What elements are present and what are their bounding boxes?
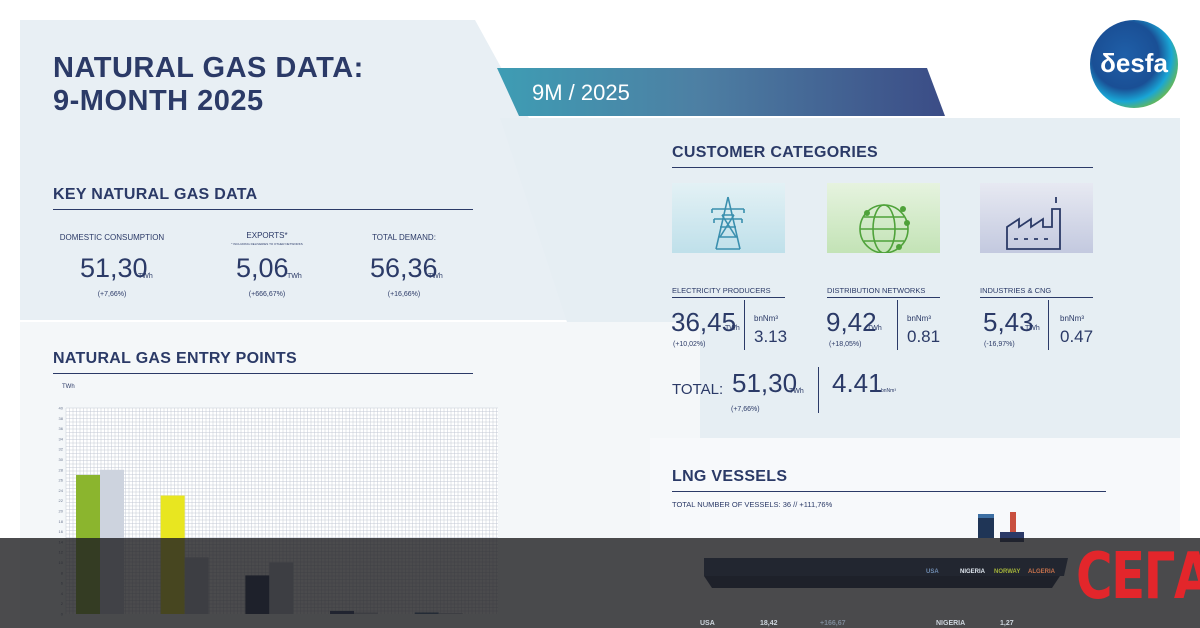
period-label: 9M / 2025: [532, 80, 630, 105]
kpi-value: 51,30: [80, 253, 148, 283]
y-tick-label: 28: [59, 467, 64, 472]
electricity-tile: [672, 183, 785, 253]
total-divider: [818, 367, 819, 413]
category-twh: 5,43: [983, 307, 1034, 337]
total-bcm: 4.41: [832, 368, 883, 398]
key-data-rule: [53, 209, 473, 210]
industries-tile: [980, 183, 1093, 253]
total-label: TOTAL:: [672, 381, 724, 398]
category-bcm-unit: bnNm³: [754, 314, 779, 323]
y-tick-label: 16: [59, 529, 64, 534]
category-rule: [827, 297, 940, 298]
title-line-1: NATURAL GAS DATA:: [53, 52, 364, 84]
y-tick-label: 26: [59, 478, 64, 483]
key-data-title: KEY NATURAL GAS DATA: [53, 186, 258, 203]
kpi-label: EXPORTS*: [246, 231, 288, 240]
lng-legend-item: ALGERIA: [1028, 569, 1055, 575]
category-change: (+10,02%): [673, 341, 706, 348]
lng-row-country: USA: [700, 620, 715, 627]
kpi-change: (+666,67%): [248, 291, 286, 298]
power-tower-icon: [711, 196, 745, 250]
distribution-tile: [827, 183, 940, 254]
lng-row-country: NIGERIA: [936, 620, 966, 627]
customer-categories-title: CUSTOMER CATEGORIES: [672, 144, 879, 161]
y-tick-label: 40: [59, 406, 64, 411]
category-rule: [980, 297, 1093, 298]
y-tick-label: 30: [59, 457, 64, 462]
y-tick-label: 24: [59, 488, 64, 493]
lng-vessels-title: LNG VESSELS: [672, 468, 788, 485]
lng-legend-item: NORWAY: [994, 569, 1021, 575]
y-tick-label: 32: [59, 447, 64, 452]
category-bcm-unit: bnNm³: [907, 314, 932, 323]
kpi-footnote: * INCLUDING DELIVERIES TO OTHER NETWORKS: [231, 242, 303, 246]
category-rule: [672, 297, 785, 298]
vessels-summary: TOTAL NUMBER OF VESSELS: 36 // +111,76%: [672, 500, 833, 509]
category-twh-unit: TWh: [725, 325, 740, 332]
y-tick-label: 18: [59, 519, 64, 524]
logo-text: δesfa: [1100, 48, 1168, 78]
sega-watermark: СЕГА: [1076, 540, 1200, 614]
kpi-unit: TWh: [138, 273, 153, 280]
category-divider: [897, 300, 898, 350]
watermark-band: [0, 538, 1200, 628]
total-twh-unit: TWh: [789, 388, 804, 395]
kpi-value: 56,36: [370, 253, 438, 283]
category-name: INDUSTRIES & CNG: [980, 286, 1052, 295]
category-change: (-16,97%): [984, 341, 1015, 348]
desfa-logo: [1090, 20, 1178, 108]
y-tick-label: 38: [59, 416, 64, 421]
category-change: (+18,05%): [829, 341, 862, 348]
title-line-2: 9-MONTH 2025: [53, 85, 264, 117]
y-tick-label: 36: [59, 426, 64, 431]
kpi-value: 5,06: [236, 253, 289, 283]
total-bcm-unit: bnNm³: [881, 388, 897, 394]
kpi-unit: TWh: [287, 273, 302, 280]
category-twh: 36,45: [671, 307, 737, 337]
kpi-change: (+16,66%): [387, 291, 421, 298]
category-name: ELECTRICITY PRODUCERS: [672, 286, 771, 295]
total-change: (+7,66%): [731, 406, 760, 413]
category-twh-unit: TWh: [1025, 325, 1040, 332]
page-title: NATURAL GAS DATA: 9-MONTH 2025: [53, 52, 364, 118]
category-bcm: 3.13: [754, 327, 788, 346]
category-bcm-unit: bnNm³: [1060, 314, 1085, 323]
y-tick-label: 34: [59, 436, 64, 441]
kpi-unit: TWh: [428, 273, 443, 280]
factory-icon: [1006, 197, 1061, 250]
entry-points-rule: [53, 373, 473, 374]
y-tick-label: 20: [59, 509, 64, 514]
y-tick-label: 22: [59, 498, 64, 503]
category-name: DISTRIBUTION NETWORKS: [827, 286, 926, 295]
entry-points-title: NATURAL GAS ENTRY POINTS: [53, 350, 297, 367]
period-ribbon: [497, 68, 945, 116]
kpi-change: (+7,66%): [97, 291, 127, 298]
kpi-label: TOTAL DEMAND:: [372, 233, 436, 242]
customer-categories-rule: [672, 167, 1093, 168]
lng-vessels-rule: [672, 491, 1106, 492]
category-twh-unit: TWh: [867, 325, 882, 332]
category-bcm: 0.47: [1060, 327, 1094, 346]
total-twh: 51,30: [732, 368, 798, 398]
category-bcm: 0.81: [907, 327, 941, 346]
category-divider: [1048, 300, 1049, 350]
kpi-label: DOMESTIC CONSUMPTION: [59, 233, 165, 242]
category-twh: 9,42: [826, 307, 877, 337]
lng-legend-item: NIGERIA: [960, 569, 986, 575]
y-axis-label: TWh: [62, 384, 75, 390]
category-divider: [744, 300, 745, 350]
lng-row-value: 1,27: [1000, 620, 1014, 627]
lng-row-value: 18,42: [760, 620, 778, 627]
globe-icon: [859, 204, 910, 254]
lng-row-change: +166,67: [820, 620, 846, 627]
lng-legend-item: USA: [926, 569, 939, 575]
